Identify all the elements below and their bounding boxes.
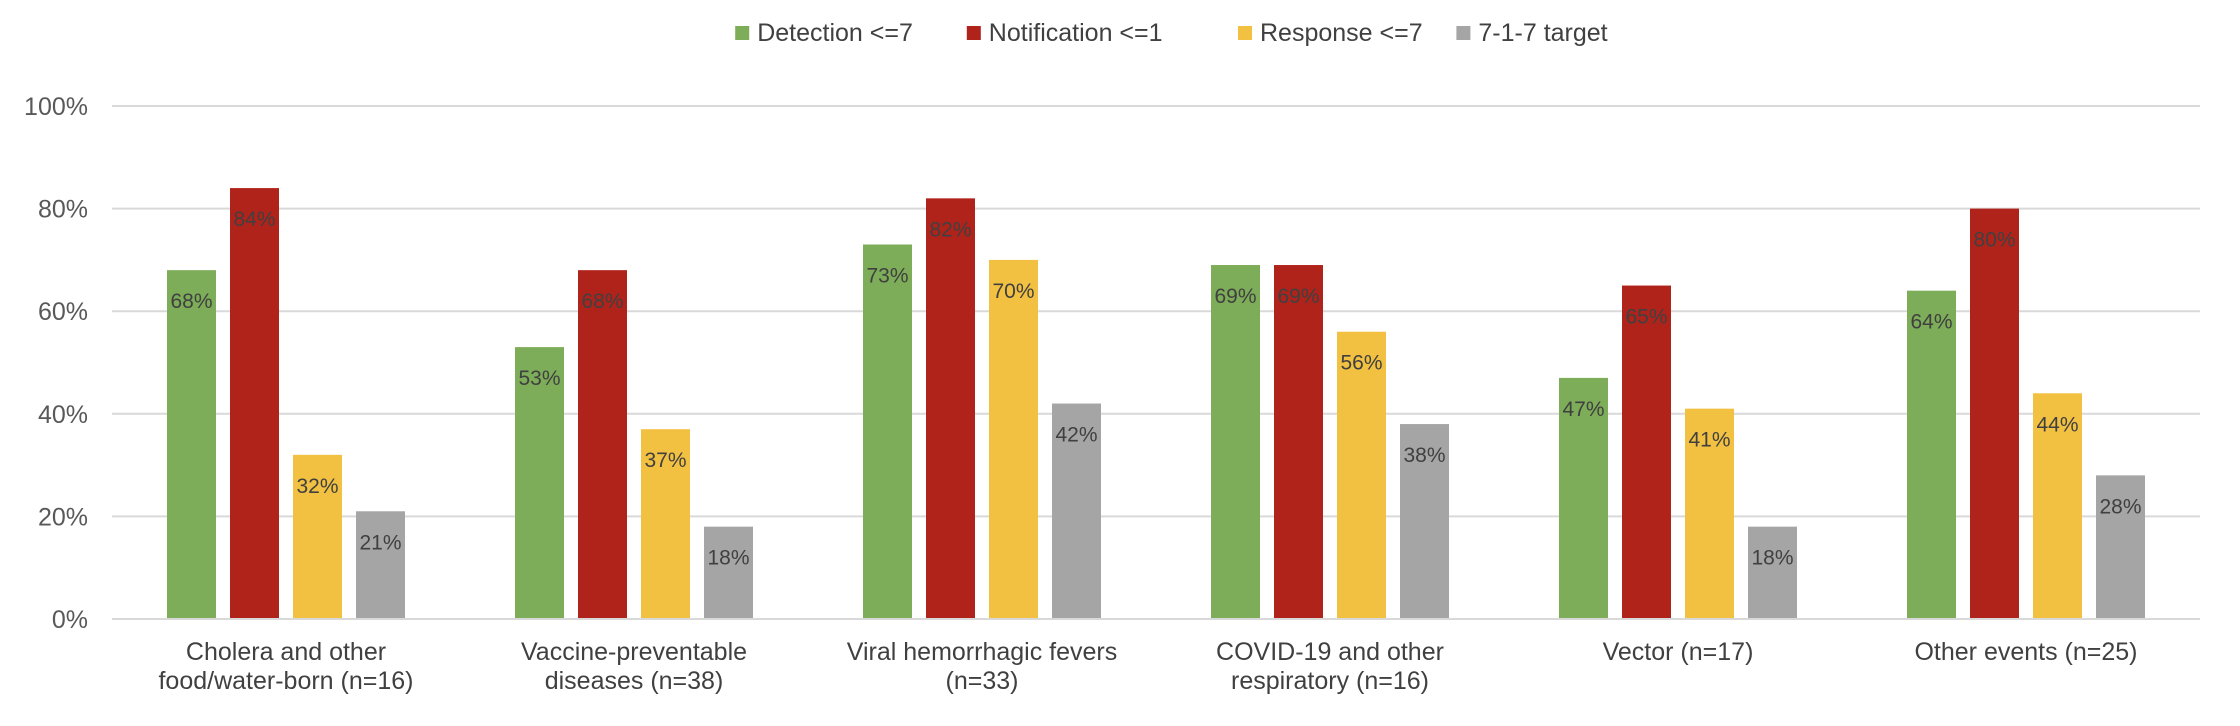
bar: [1211, 265, 1260, 619]
y-axis-tick-labels: 0% 20% 40% 60% 80% 100%: [24, 93, 88, 634]
data-label: 69%: [1214, 285, 1256, 308]
y-tick-label: 60%: [38, 298, 88, 326]
data-label: 38%: [1403, 444, 1445, 467]
bar: [704, 526, 753, 619]
legend-label: Response <=7: [1260, 19, 1423, 47]
legend-swatch: [966, 26, 981, 40]
data-label: 64%: [1910, 311, 1952, 334]
bar: [356, 511, 405, 619]
data-label: 68%: [581, 290, 623, 313]
bar: [1685, 408, 1734, 619]
data-label: 18%: [1751, 547, 1793, 570]
bar: [1052, 403, 1101, 619]
bar: [230, 188, 279, 619]
bar: [2096, 475, 2145, 619]
category-label: Vaccine-preventable: [521, 638, 747, 666]
category-label: food/water-born (n=16): [158, 667, 413, 695]
category-label: (n=33): [946, 667, 1019, 695]
legend: Detection <=7 Notification <=1 Response <=…: [735, 19, 1608, 47]
data-label: 82%: [929, 218, 971, 241]
data-label: 70%: [992, 280, 1034, 303]
bar: [641, 429, 690, 619]
bars: [167, 188, 2145, 619]
bar: [1622, 285, 1671, 619]
y-tick-label: 40%: [38, 401, 88, 429]
data-label: 28%: [2099, 495, 2141, 518]
category-label: Vector (n=17): [1603, 638, 1754, 666]
data-label: 42%: [1055, 424, 1097, 447]
legend-swatch: [1456, 26, 1471, 40]
legend-label: 7-1-7 target: [1478, 19, 1607, 47]
category-label: diseases (n=38): [545, 667, 724, 695]
data-label: 73%: [866, 265, 908, 288]
legend-item: Notification <=1: [966, 19, 1163, 47]
bar: [1559, 377, 1608, 619]
data-label: 37%: [644, 449, 686, 472]
category-label: Other events (n=25): [1914, 638, 2137, 666]
data-label: 41%: [1688, 429, 1730, 452]
grid-lines: [112, 105, 2200, 518]
category-label: COVID-19 and other: [1216, 638, 1444, 666]
bar: [863, 244, 912, 619]
bar: [167, 270, 216, 619]
data-label: 65%: [1625, 306, 1667, 329]
data-label: 47%: [1562, 398, 1604, 421]
legend-item: Detection <=7: [735, 19, 913, 47]
data-label: 69%: [1277, 285, 1319, 308]
legend-item: Response <=7: [1238, 19, 1423, 47]
bar: [1274, 265, 1323, 619]
y-tick-label: 20%: [38, 503, 88, 531]
bar: [989, 259, 1038, 619]
category-label: Viral hemorrhagic fevers: [847, 638, 1117, 666]
bar: [1970, 208, 2019, 619]
legend-swatch: [1238, 26, 1252, 40]
y-tick-label: 80%: [38, 196, 88, 224]
data-label: 44%: [2036, 413, 2078, 436]
y-tick-label: 100%: [24, 93, 88, 121]
data-label: 21%: [359, 531, 401, 554]
legend-swatch: [735, 26, 750, 40]
bar: [515, 347, 564, 619]
bar: [1748, 526, 1797, 619]
data-label: 56%: [1340, 352, 1382, 375]
bar: [1907, 290, 1956, 619]
data-label: 18%: [707, 547, 749, 570]
bar: [1400, 424, 1449, 619]
bar: [578, 270, 627, 619]
bar: [293, 454, 342, 619]
bar: [926, 198, 975, 619]
data-label: 32%: [296, 475, 338, 498]
category-label: Cholera and other: [186, 638, 386, 666]
bar: [2033, 393, 2082, 619]
data-label: 80%: [1973, 229, 2015, 252]
category-label: respiratory (n=16): [1231, 667, 1429, 695]
bar: [1337, 331, 1386, 619]
y-tick-label: 0%: [52, 606, 88, 634]
data-labels: 68% 84% 32% 21% 53% 68% 37% 18% 73% 82% 70% 42% 69% 6…: [170, 208, 2141, 570]
data-label: 68%: [170, 290, 212, 313]
legend-label: Notification <=1: [989, 19, 1163, 47]
data-label: 53%: [518, 367, 560, 390]
legend-label: Detection <=7: [757, 19, 913, 47]
legend-item: 7-1-7 target: [1456, 19, 1608, 47]
data-label: 84%: [233, 208, 275, 231]
